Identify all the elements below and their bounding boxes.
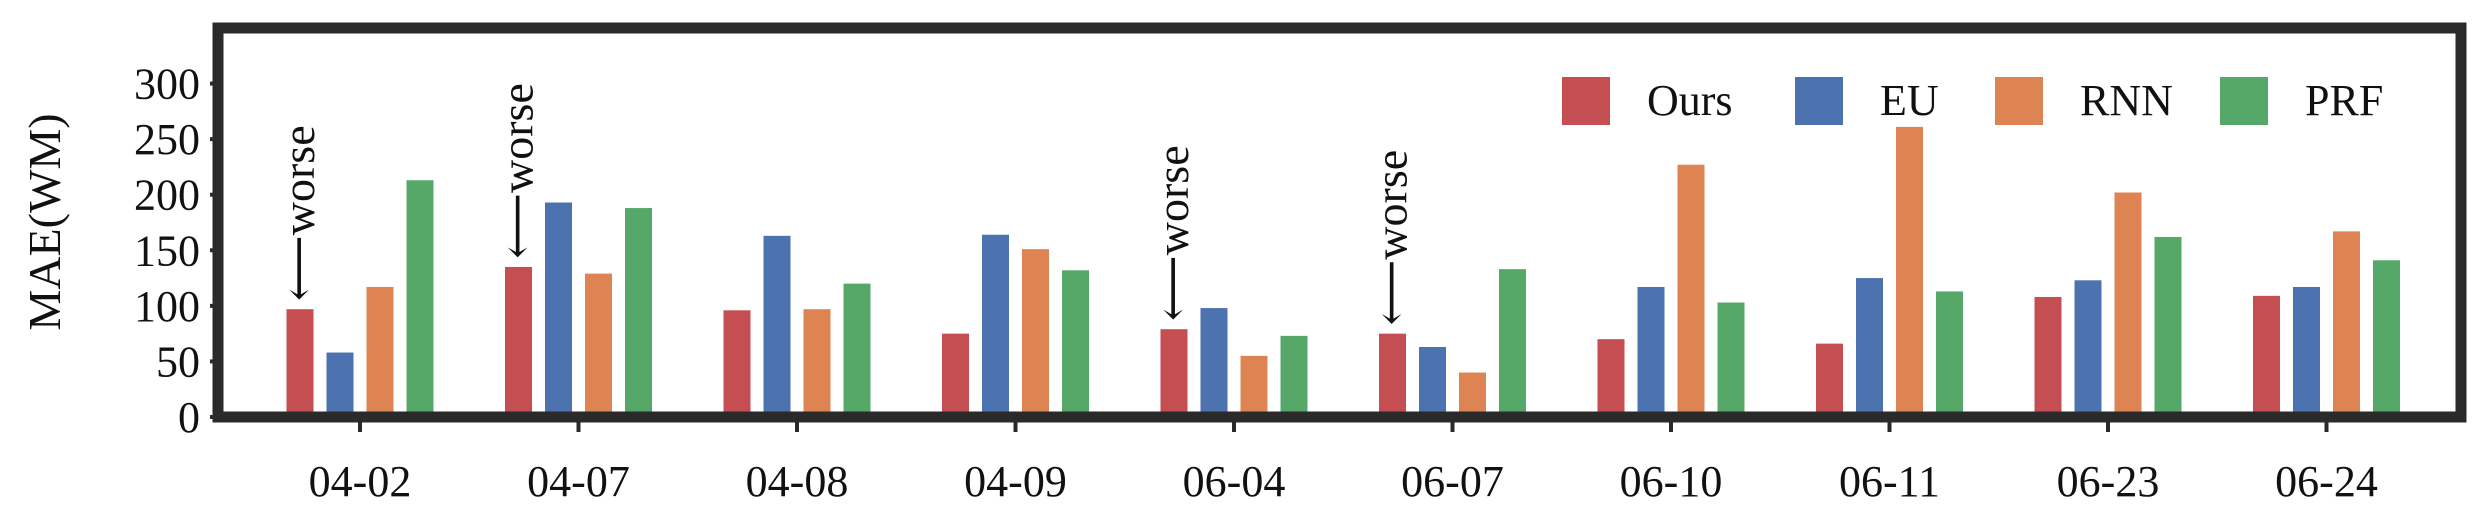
bar-prf-06-07 <box>1499 269 1526 417</box>
bars-layer <box>286 126 2400 417</box>
bar-rnn-06-23 <box>2114 192 2142 417</box>
x-axis: 04-02 04-07 04-08 04-09 06-04 06-07 06-10 06-11… <box>309 417 2378 506</box>
x-tick-label: 06-23 <box>2057 457 2160 506</box>
bar-rnn-06-07 <box>1459 372 1486 417</box>
bar-rnn-06-04 <box>1240 355 1268 417</box>
bar-eu-06-23 <box>2074 280 2102 417</box>
bar-prf-04-07 <box>625 208 652 417</box>
bar-rnn-06-24 <box>2333 231 2360 417</box>
bar-ours-04-08 <box>723 310 751 417</box>
bar-ours-06-24 <box>2253 295 2280 417</box>
bar-ours-06-10 <box>1597 339 1625 417</box>
bar-rnn-04-08 <box>803 309 831 417</box>
worse-annotation: ⟵worse <box>492 83 543 259</box>
bar-eu-06-24 <box>2293 286 2320 417</box>
x-tick-label: 04-02 <box>309 457 412 506</box>
bar-eu-06-11 <box>1856 278 1883 417</box>
y-tick-label: 300 <box>134 60 200 109</box>
y-tick-label: 250 <box>134 115 200 164</box>
x-tick-label: 06-04 <box>1183 457 1286 506</box>
bar-eu-06-07 <box>1419 346 1446 417</box>
bar-eu-06-04 <box>1200 308 1228 417</box>
bar-rnn-06-10 <box>1677 164 1705 417</box>
y-axis-label: MAE(WM) <box>19 113 70 330</box>
legend-swatch-ours <box>1562 77 1610 125</box>
bar-prf-06-24 <box>2373 260 2400 417</box>
bar-eu-04-09 <box>982 234 1009 417</box>
bar-rnn-04-07 <box>585 273 612 417</box>
x-tick-label: 06-11 <box>1839 457 1940 506</box>
bar-prf-06-11 <box>1936 291 1963 417</box>
legend-label-eu: EU <box>1880 76 1939 125</box>
bar-prf-04-02 <box>406 180 434 417</box>
y-tick-label: 150 <box>134 226 200 275</box>
legend-swatch-rnn <box>1995 77 2043 125</box>
y-tick-label: 200 <box>134 171 200 220</box>
bar-prf-06-23 <box>2154 236 2182 417</box>
worse-annotation: ⟵worse <box>1366 150 1417 326</box>
plot-frame <box>212 22 2467 423</box>
bar-prf-04-09 <box>1062 270 1089 417</box>
bar-prf-06-04 <box>1280 335 1308 417</box>
bar-ours-04-09 <box>942 333 969 417</box>
y-tick-label: 50 <box>156 337 200 386</box>
bar-ours-04-02 <box>286 309 314 417</box>
x-tick-label: 04-07 <box>527 457 630 506</box>
bar-eu-04-07 <box>545 202 572 417</box>
bar-eu-06-10 <box>1637 286 1665 417</box>
legend-label-rnn: RNN <box>2080 76 2173 125</box>
legend-label-prf: PRF <box>2305 76 2383 125</box>
worse-annotation: ⟵worse <box>273 125 324 301</box>
legend-label-ours: Ours <box>1647 76 1733 125</box>
annotations-layer: ⟵worse ⟵worse ⟵worse ⟵worse <box>273 83 1417 325</box>
y-axis: 0 50 100 150 200 250 300 <box>134 60 222 442</box>
worse-annotation: ⟵worse <box>1147 145 1198 321</box>
bar-ours-06-23 <box>2034 296 2062 417</box>
bar-prf-04-08 <box>843 283 871 417</box>
x-tick-label: 06-07 <box>1401 457 1504 506</box>
bar-ours-04-07 <box>505 266 532 417</box>
bar-rnn-06-11 <box>1896 126 1923 417</box>
bar-eu-04-02 <box>326 352 354 417</box>
y-tick-label: 100 <box>134 282 200 331</box>
bar-ours-06-07 <box>1379 333 1406 417</box>
x-tick-label: 06-24 <box>2275 457 2378 506</box>
x-tick-label: 04-09 <box>964 457 1067 506</box>
bar-ours-06-04 <box>1160 329 1188 417</box>
x-tick-label: 04-08 <box>746 457 849 506</box>
legend-swatch-prf <box>2220 77 2268 125</box>
bar-eu-04-08 <box>763 235 791 417</box>
x-tick-label: 06-10 <box>1620 457 1723 506</box>
y-tick-label: 0 <box>178 393 200 442</box>
legend: Ours EU RNN PRF <box>1562 76 2383 125</box>
bar-ours-06-11 <box>1816 343 1843 417</box>
bar-prf-06-10 <box>1717 302 1745 417</box>
bar-rnn-04-09 <box>1022 249 1049 417</box>
legend-swatch-eu <box>1795 77 1843 125</box>
bar-rnn-04-02 <box>366 286 394 417</box>
